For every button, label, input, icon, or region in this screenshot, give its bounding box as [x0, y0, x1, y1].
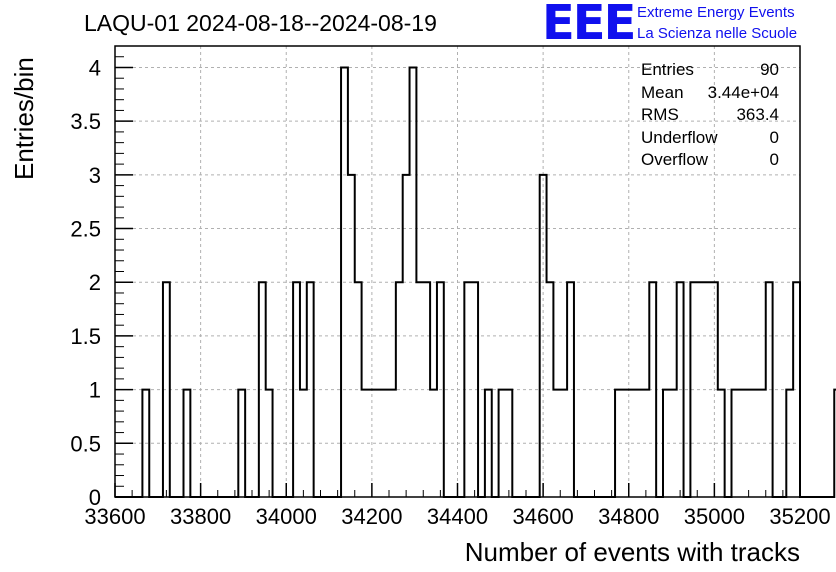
x-tick-label: 34400 — [427, 504, 488, 529]
axis-ticks — [114, 56, 801, 498]
x-axis-label: Number of events with tracks — [465, 537, 800, 567]
x-tick-labels: 33600 33800 34000 34200 34400 34600 34800 35000… — [84, 504, 830, 529]
y-tick-label: 1.5 — [70, 324, 101, 349]
x-tick-label: 35200 — [769, 504, 830, 529]
stat-label: Overflow — [641, 150, 709, 169]
y-tick-label: 2 — [89, 270, 101, 295]
x-tick-label: 33800 — [170, 504, 231, 529]
stat-value: 3.44e+04 — [707, 82, 779, 102]
stat-label: RMS — [641, 105, 679, 124]
eee-logo: EEE — [542, 0, 636, 51]
stat-value: 90 — [760, 60, 779, 79]
y-tick-label: 0 — [89, 485, 101, 510]
stat-value: 363.4 — [736, 105, 779, 124]
stat-value: 0 — [769, 127, 779, 147]
y-tick-label: 3 — [89, 163, 101, 188]
grid-lines — [115, 46, 800, 497]
y-tick-labels: 0 0.5 1 1.5 2 2.5 3 3.5 4 — [70, 55, 101, 510]
stat-label: Underflow — [641, 127, 718, 147]
stat-row-entries: Entries 90 — [641, 59, 779, 82]
stat-label: Entries — [641, 60, 694, 79]
chart-title: LAQU-01 2024-08-18--2024-08-19 — [84, 10, 437, 36]
y-tick-label: 3.5 — [70, 109, 101, 134]
stats-box: Entries 90 Mean 3.44e+04 RMS 363.4 Under… — [641, 59, 779, 172]
stat-row-underflow: Underflow 0 — [641, 127, 779, 150]
y-tick-label: 2.5 — [70, 217, 101, 242]
stat-value: 0 — [769, 150, 779, 169]
x-tick-label: 34000 — [256, 504, 317, 529]
x-tick-label: 34600 — [513, 504, 574, 529]
y-axis-label: Entries/bin — [9, 57, 39, 180]
stat-row-overflow: Overflow 0 — [641, 149, 779, 172]
y-tick-label: 0.5 — [70, 431, 101, 456]
x-tick-label: 34800 — [598, 504, 659, 529]
x-tick-label: 34200 — [341, 504, 402, 529]
stat-label: Mean — [641, 82, 684, 102]
y-tick-label: 4 — [89, 55, 101, 80]
x-tick-label: 35000 — [684, 504, 745, 529]
stat-row-rms: RMS 363.4 — [641, 104, 779, 127]
x-tick-label: 33600 — [84, 504, 145, 529]
logo-text-line1: Extreme Energy Events — [637, 4, 795, 21]
logo-text-line2: La Scienza nelle Scuole — [637, 25, 798, 42]
stat-row-mean: Mean 3.44e+04 — [641, 82, 779, 105]
y-tick-label: 1 — [89, 378, 101, 403]
